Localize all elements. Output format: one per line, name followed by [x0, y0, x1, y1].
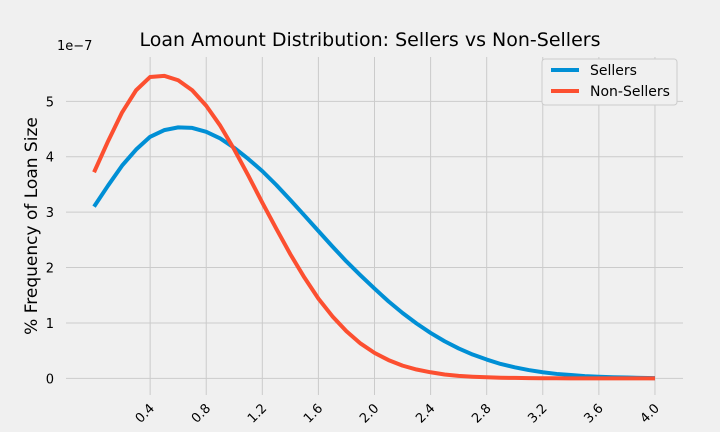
- legend-label-sellers: Sellers: [590, 63, 637, 79]
- y-tick-label: 2: [46, 262, 54, 277]
- series-layer: [92, 73, 655, 381]
- chart-title: Loan Amount Distribution: Sellers vs Non…: [140, 29, 601, 51]
- series-line-non-sellers: [92, 73, 655, 381]
- legend: Sellers Non-Sellers: [541, 58, 678, 106]
- y-tick-label: 4: [46, 151, 54, 166]
- y-axis-label: % Frequency of Loan Size: [22, 117, 42, 335]
- y-tick-label: 1: [46, 317, 54, 332]
- series-line-sellers: [92, 125, 655, 381]
- y-offset-label: 1e−7: [57, 39, 92, 54]
- legend-label-non-sellers: Non-Sellers: [590, 84, 670, 100]
- y-tick-label: 3: [46, 206, 54, 221]
- y-tick-label: 0: [46, 372, 54, 387]
- y-tick-label: 5: [46, 95, 54, 110]
